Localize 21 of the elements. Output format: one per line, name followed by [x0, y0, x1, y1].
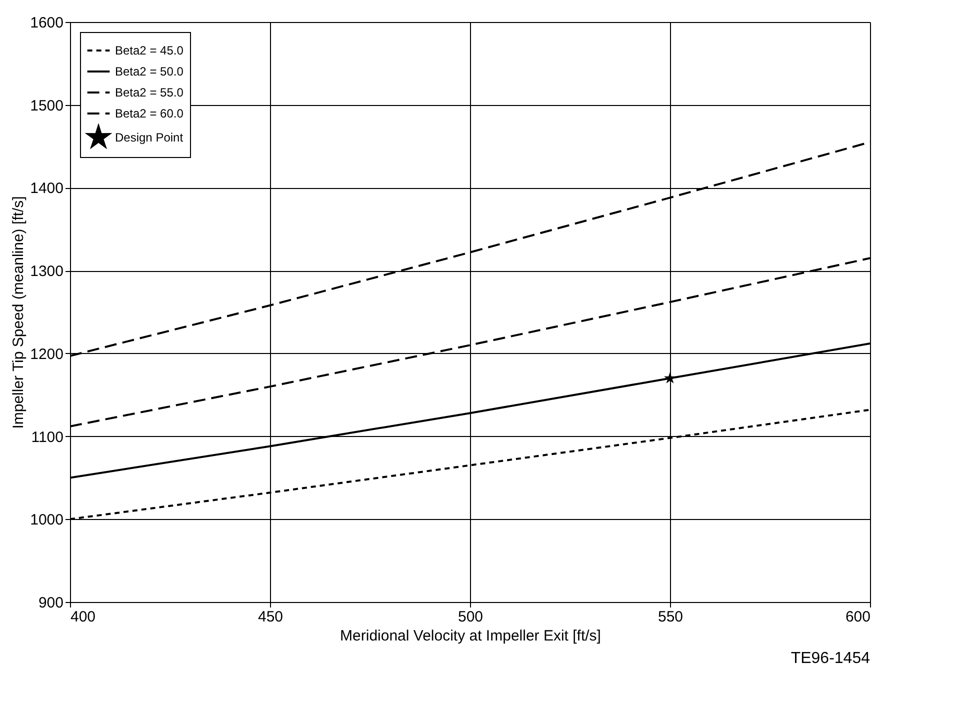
x-tick-label: 450	[258, 608, 284, 626]
y-tick-label: 1600	[30, 14, 64, 32]
x-tick-label: 500	[458, 608, 484, 626]
y-tick-label: 1000	[30, 512, 64, 529]
y-tick-label: 1500	[30, 97, 64, 114]
y-tick-label: 1100	[31, 428, 64, 446]
legend-label: Beta2 = 60.0	[115, 106, 184, 120]
x-tick-label: 400	[70, 608, 96, 626]
x-axis-title: Meridional Velocity at Impeller Exit [ft/s]	[340, 628, 601, 644]
legend-label: Design Point	[115, 130, 184, 144]
legend-label: Beta2 = 55.0	[115, 86, 184, 100]
y-tick-label: 1300	[30, 263, 64, 280]
y-tick-label: 1200	[30, 346, 64, 363]
legend-label: Beta2 = 50.0	[115, 64, 184, 78]
x-tick-label: 550	[658, 608, 684, 626]
y-tick-label: 1400	[30, 180, 64, 198]
text: TE96-1454	[790, 650, 870, 667]
x-tick-label: 600	[845, 608, 870, 626]
legend-label: Beta2 = 45.0	[115, 44, 184, 58]
y-tick-label: 900	[38, 594, 64, 612]
y-axis-title: Impeller Tip Speed (meanline) [ft/s]	[10, 196, 28, 429]
